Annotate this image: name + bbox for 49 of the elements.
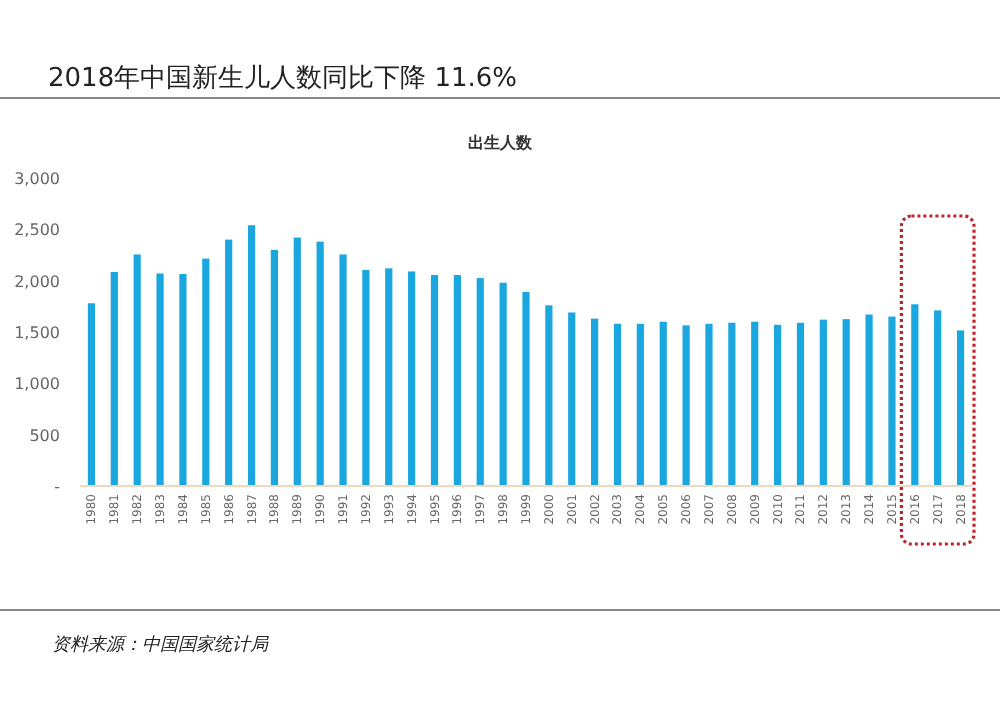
bar (225, 239, 233, 486)
bar (156, 273, 164, 486)
bar (591, 318, 599, 486)
bar (362, 269, 370, 486)
bar (728, 322, 736, 486)
bar (796, 322, 805, 486)
bar (636, 323, 644, 486)
bar (316, 241, 324, 486)
y-tick-label: 3,000 (14, 170, 60, 188)
bar (476, 278, 484, 486)
bar (956, 330, 965, 486)
y-tick-label: 2,500 (14, 221, 60, 240)
bar (842, 319, 850, 486)
text: 资料来源：中国国家统计局 (52, 634, 270, 656)
bar (522, 291, 530, 486)
bar (385, 268, 393, 486)
y-tick-label: 2,000 (14, 272, 60, 291)
bar (270, 249, 279, 486)
bar (934, 310, 942, 486)
bar (110, 271, 118, 486)
chart-subtitle: 出生人数 (468, 134, 534, 152)
bar (87, 303, 96, 486)
chart-title: 2018年中国新生儿人数同比下降 11.6% (48, 64, 518, 94)
bar (499, 282, 507, 486)
bar (682, 325, 690, 486)
bar (293, 237, 301, 486)
bar (613, 323, 622, 486)
y-tick-label: 1,000 (14, 375, 60, 394)
bar (911, 304, 919, 486)
bar (773, 324, 782, 486)
bar (247, 225, 256, 486)
bar (888, 316, 896, 486)
bar (453, 275, 461, 486)
bar (133, 254, 141, 486)
bar (179, 273, 187, 486)
bar (202, 258, 210, 486)
bar (705, 323, 713, 486)
y-tick-label: 500 (29, 426, 60, 445)
bar (545, 305, 553, 486)
bar (865, 314, 873, 486)
bar (819, 319, 827, 486)
bar (659, 321, 667, 486)
bar (568, 312, 576, 486)
bar (408, 271, 416, 486)
bar (751, 321, 759, 486)
bar (339, 254, 347, 486)
y-tick-label: - (54, 478, 61, 496)
y-tick-label: 1,500 (14, 324, 60, 342)
bar (430, 275, 439, 486)
